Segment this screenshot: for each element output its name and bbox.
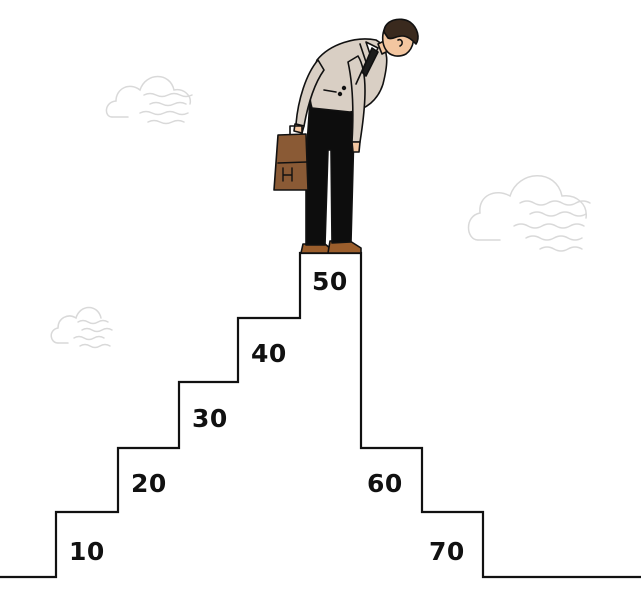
jacket-lapel <box>355 43 367 85</box>
step-label-30: 30 <box>192 404 228 433</box>
step-label-60: 60 <box>367 469 403 498</box>
cloud-icon <box>50 306 113 349</box>
step-label-40: 40 <box>251 339 287 368</box>
briefcase-icon <box>273 133 309 191</box>
right-hand <box>351 141 361 153</box>
staircase-outline <box>0 251 641 579</box>
step-label-70: 70 <box>429 537 465 566</box>
hair <box>383 18 419 45</box>
step-label-20: 20 <box>131 469 167 498</box>
trousers <box>305 95 355 246</box>
jacket-button <box>337 91 343 97</box>
step-label-10: 10 <box>69 537 105 566</box>
businessman-figure <box>273 18 419 254</box>
cloud-icon <box>105 75 193 125</box>
jacket-button <box>341 85 347 91</box>
jacket-pocket <box>323 89 337 93</box>
cloud-icon <box>467 175 591 252</box>
briefcase-handle <box>289 125 303 139</box>
step-label-50: 50 <box>312 267 348 296</box>
ear <box>397 38 403 47</box>
